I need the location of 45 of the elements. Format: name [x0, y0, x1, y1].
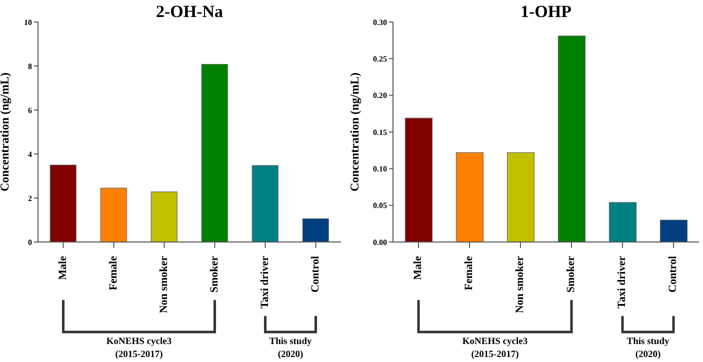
bar: [302, 218, 329, 242]
text: This study (2020): [626, 337, 670, 360]
chart-title: 1-OHP: [520, 2, 572, 22]
y-tick-label: 0.30: [373, 18, 387, 27]
x-tick-label: Control: [667, 256, 680, 292]
y-tick-label: 4: [28, 150, 32, 159]
x-tick-label: Non smoker: [158, 256, 170, 314]
bar: [558, 36, 586, 242]
bar: [201, 64, 228, 242]
y-tick-label: 6: [28, 106, 32, 115]
x-tick-label: Smoker: [565, 256, 578, 293]
x-tick-label: Smoker: [208, 256, 220, 293]
bar: [660, 220, 688, 242]
y-tick-label: 0.15: [373, 128, 387, 137]
x-tick-label: Female: [463, 256, 476, 290]
x-tick-label: Female: [107, 256, 120, 290]
y-tick-label: 0.10: [373, 164, 387, 174]
y-tick-label: 10: [24, 18, 32, 27]
bar: [100, 188, 127, 242]
y-axis-title: Concentration (ng/mL): [347, 72, 362, 192]
y-axis-title: Concentration (ng/mL): [0, 72, 12, 192]
text: KoNEHS cycle3 (2015-2017): [106, 337, 172, 360]
chart-title: 2-OH-Na: [154, 2, 224, 22]
bar: [50, 164, 76, 242]
bar: [506, 152, 535, 242]
y-tick-label: 0: [28, 238, 32, 247]
y-tick-label: 0.05: [373, 201, 387, 210]
text: This study (2020): [269, 337, 312, 360]
bar: [150, 192, 178, 242]
x-tick-label: Taxi driver: [258, 256, 271, 308]
bar: [252, 165, 278, 242]
x-tick-label: Control: [309, 256, 322, 292]
x-tick-label: Non smoker: [514, 256, 526, 314]
bar: [608, 202, 637, 242]
x-tick-label: Taxi driver: [616, 256, 628, 308]
y-tick-label: 0.20: [373, 91, 387, 100]
x-tick-label: Male: [412, 256, 424, 280]
text: KoNEHS cycle3 (2015-2017): [462, 337, 528, 360]
y-tick-label: 8: [28, 62, 32, 71]
y-tick-label: 2: [28, 194, 32, 203]
y-tick-label: 0.25: [373, 54, 387, 64]
x-tick-label: Male: [56, 256, 69, 280]
bar: [456, 152, 484, 242]
bar: [404, 118, 433, 242]
y-tick-label: 0.00: [373, 238, 387, 247]
